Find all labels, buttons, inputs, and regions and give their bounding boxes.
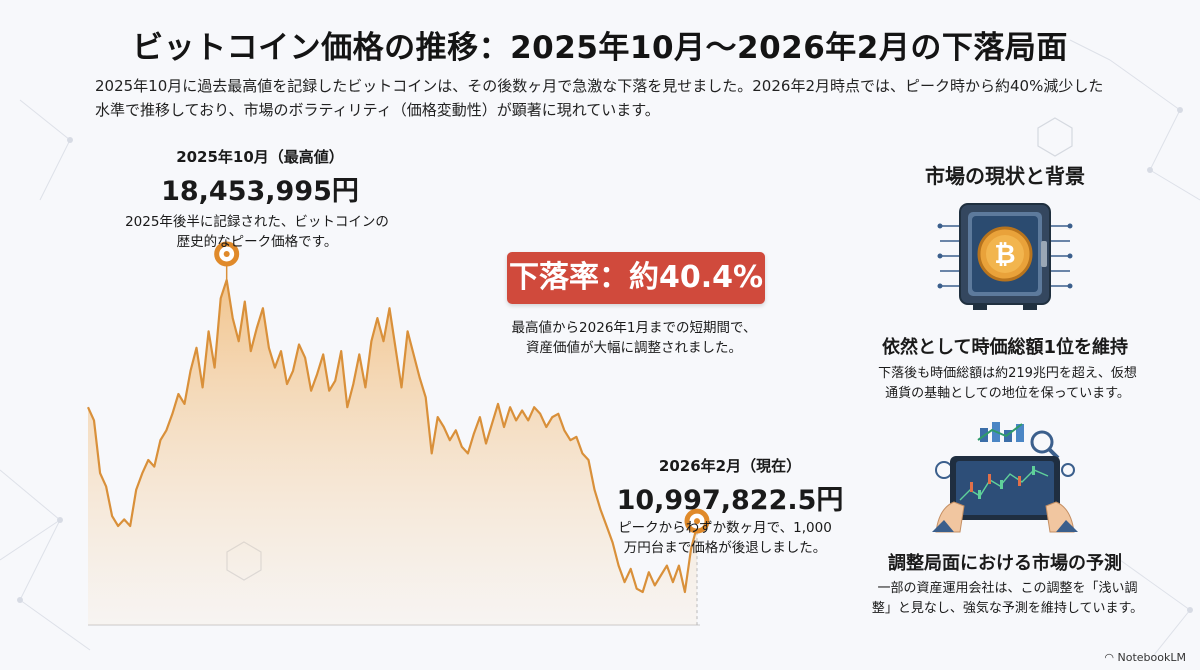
- side-section2-text: 一部の資産運用会社は、この調整を「浅い調 整」と見なし、強気な予測を維持していま…: [855, 579, 1160, 619]
- drop-rate-badge: 下落率：約40.4%: [507, 252, 765, 304]
- peak-value: 18,453,995円: [161, 176, 359, 207]
- peak-date: 2025年10月（最高値）: [176, 148, 344, 166]
- current-value: 10,997,822.5円: [616, 485, 844, 516]
- marker-dot: [223, 251, 230, 257]
- peak-marker: [214, 241, 240, 267]
- current-marker: [684, 508, 710, 534]
- current-date: 2026年2月（現在）: [658, 457, 802, 475]
- bitcoin-vault-icon: ₿: [937, 203, 1073, 310]
- lead-paragraph: 2025年10月に過去最高値を記録したビットコインは、その後数ヶ月で急激な下落を…: [95, 77, 1104, 119]
- current-note-line2: 万円台まで価格が後退しました。: [623, 540, 827, 556]
- peak-label: 2025年10月（最高値） 18,453,995円: [150, 146, 370, 208]
- price-area: [88, 280, 697, 625]
- svg-text:₿: ₿: [994, 240, 1015, 270]
- current-note-line1: ピークからわずか数ヶ月で、1,000: [618, 520, 832, 536]
- peak-note: 2025年後半に記録された、ビットコインの 歴史的なピーク価格です。: [112, 212, 402, 252]
- side-section2-line2: 整」と見なし、強気な予測を維持しています。: [871, 601, 1144, 616]
- current-note: ピークからわずか数ヶ月で、1,000 万円台まで価格が後退しました。: [610, 518, 840, 558]
- page-title: ビットコイン価格の推移：2025年10月〜2026年2月の下落局面: [132, 30, 1068, 66]
- side-section1-heading: 依然として時価総額1位を維持: [882, 337, 1128, 358]
- side-section1-text: 下落後も時価総額は約219兆円を超え、仮想 通貨の基軸としての地位を保っています…: [855, 364, 1160, 404]
- notebooklm-icon: ◠: [1104, 651, 1115, 664]
- peak-note-line2: 歴史的なピーク価格です。: [176, 234, 338, 250]
- price-line: [86, 278, 699, 594]
- notebooklm-logo: ◠ NotebookLM: [1104, 651, 1186, 664]
- side-panel-title: 市場の現状と背景: [925, 164, 1085, 188]
- drop-note-line2: 資産価値が大幅に調整されました。: [526, 340, 742, 356]
- drop-note-line1: 最高値から2026年1月までの短期間で、: [511, 320, 757, 336]
- marker-dot: [694, 518, 700, 525]
- side-section1-line1: 下落後も時価総額は約219兆円を超え、仮想: [878, 366, 1137, 381]
- peak-note-line1: 2025年後半に記録された、ビットコインの: [125, 214, 389, 230]
- side-section2-heading: 調整局面における市場の予測: [888, 553, 1122, 574]
- side-section2-line1: 一部の資産運用会社は、この調整を「浅い調: [877, 581, 1138, 596]
- notebooklm-brand: NotebookLM: [1117, 651, 1186, 664]
- side-section1-line2: 通貨の基軸としての地位を保っています。: [885, 386, 1130, 401]
- trading-tablet-icon: [932, 422, 1078, 533]
- drop-note: 最高値から2026年1月までの短期間で、 資産価値が大幅に調整されました。: [484, 318, 784, 358]
